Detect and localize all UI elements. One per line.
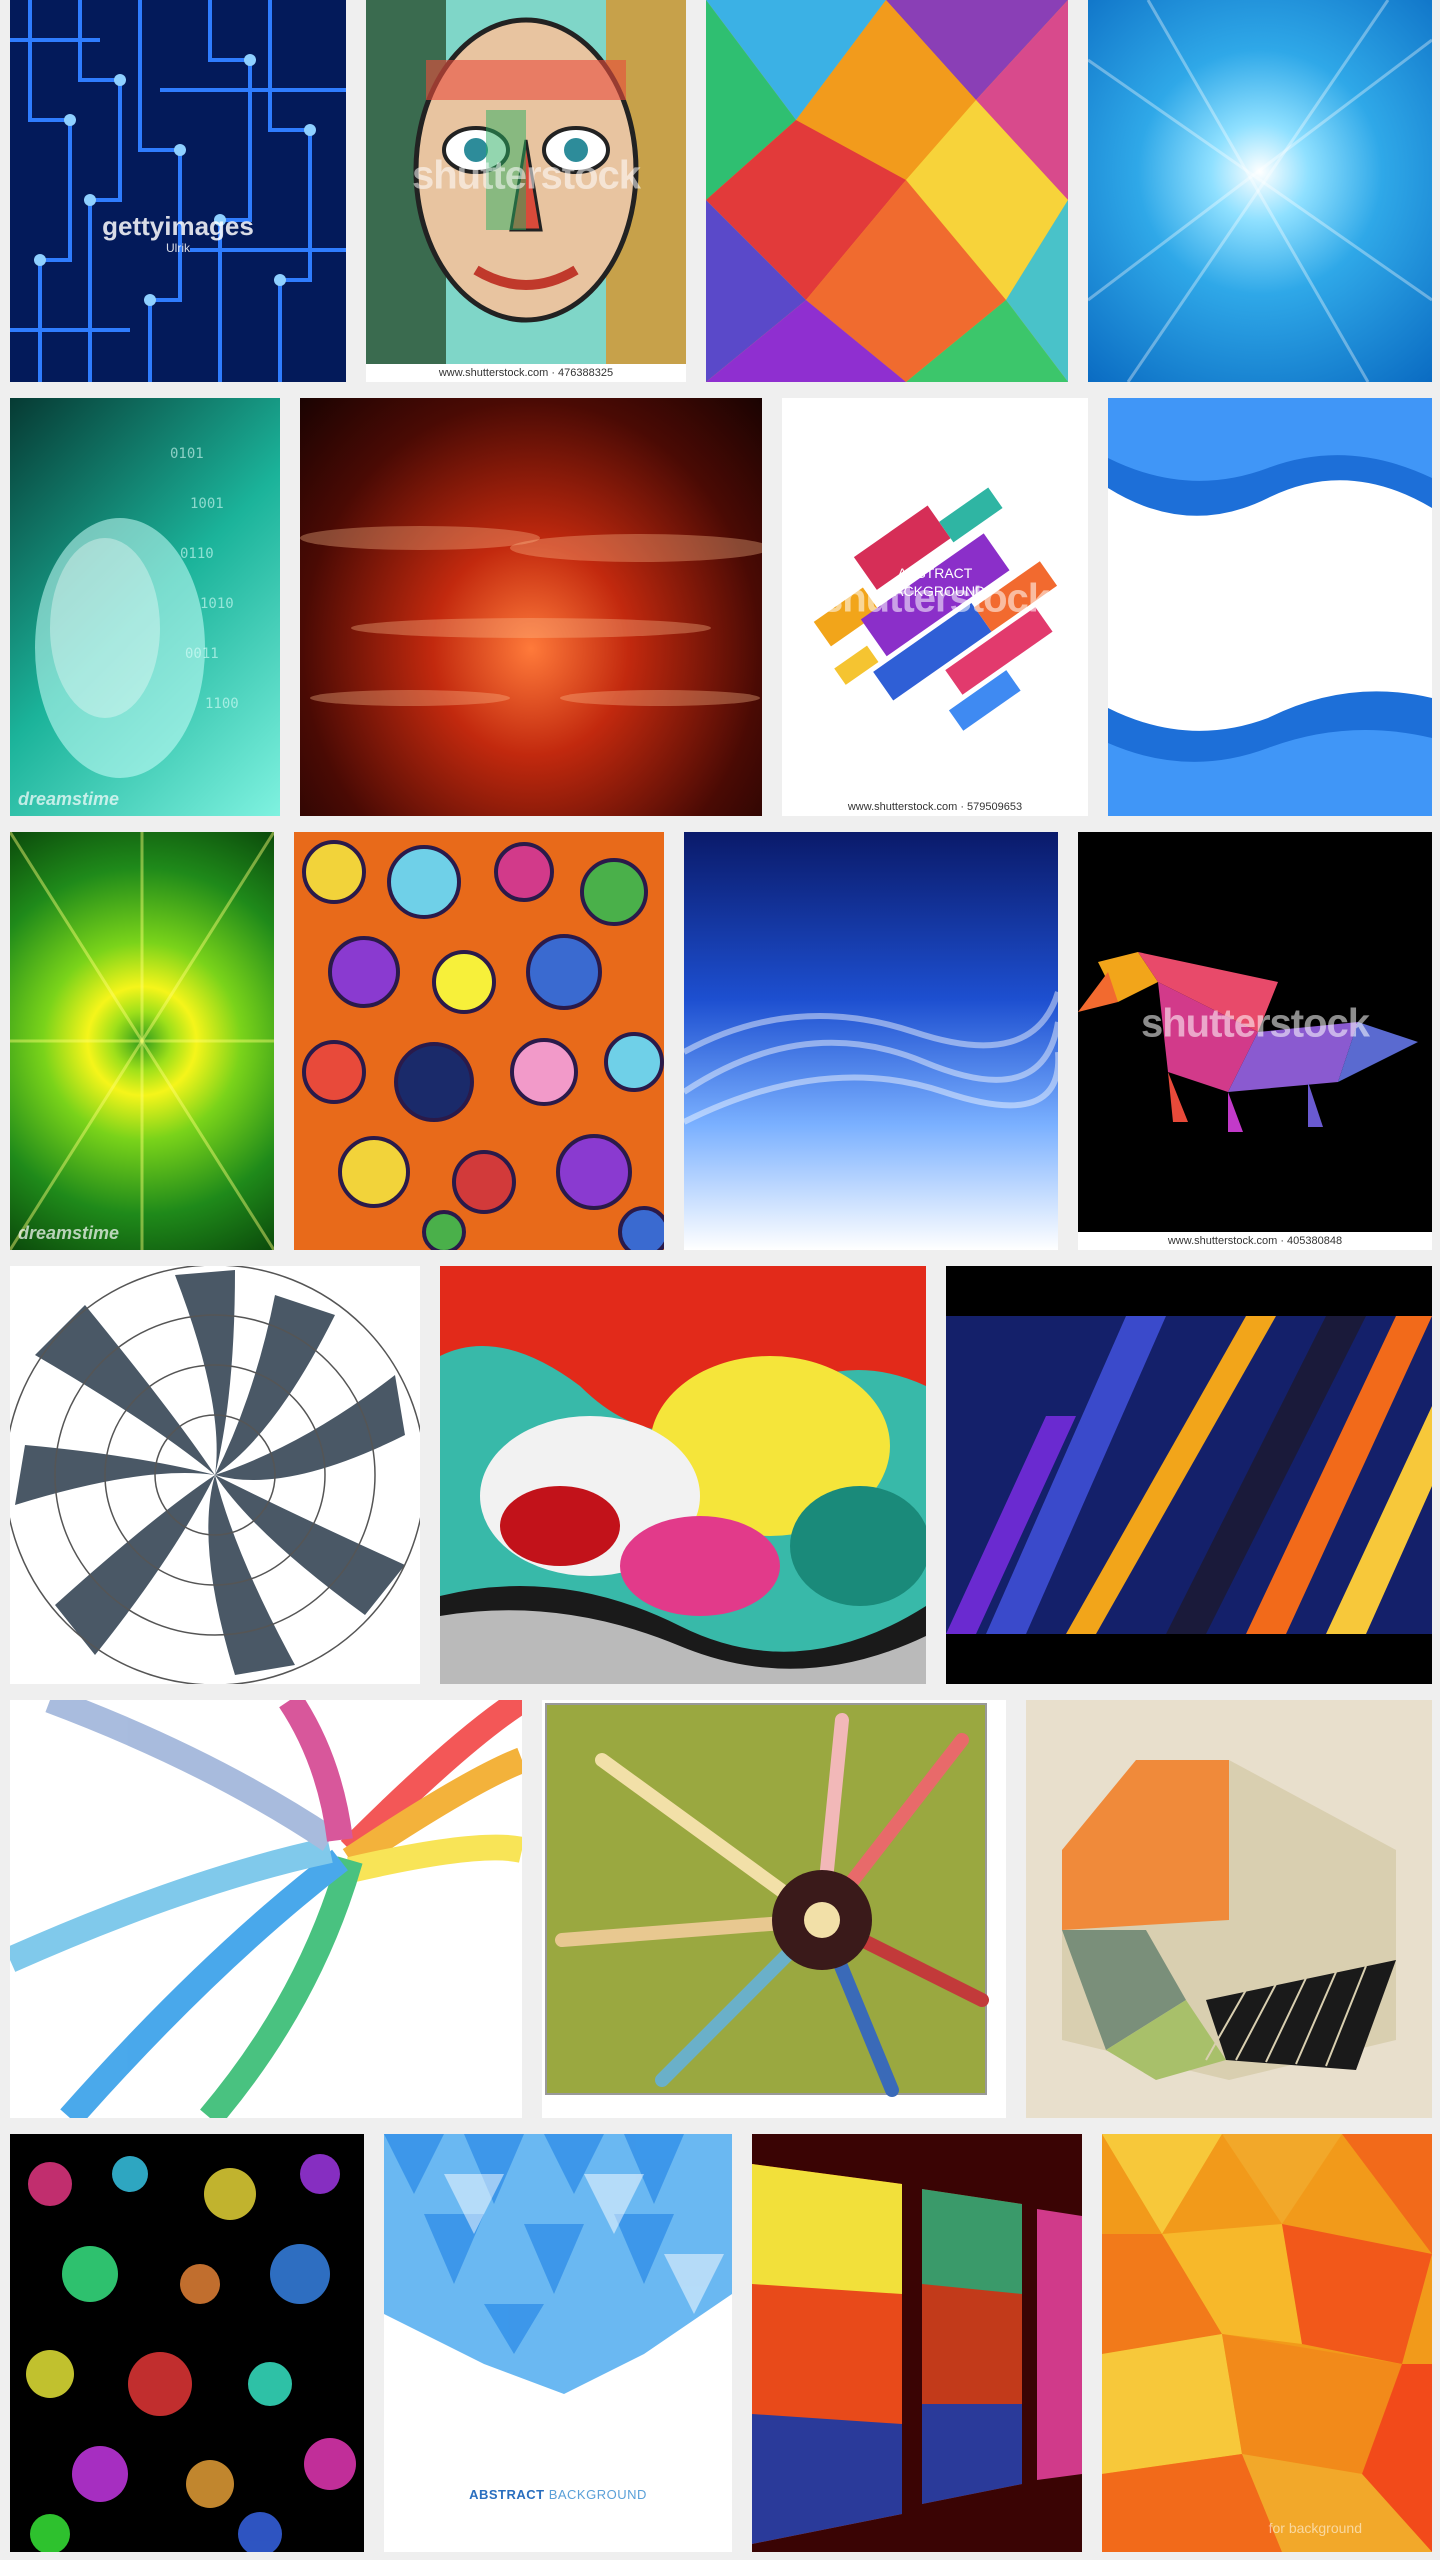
image-colorful-polygons[interactable]	[706, 0, 1068, 382]
starburst-rays	[10, 832, 274, 1250]
image-orange-polygons[interactable]: for background	[1102, 2134, 1432, 2552]
hexagon-art	[1062, 1760, 1396, 2080]
image-triptych-painting[interactable]	[752, 2134, 1082, 2552]
getty-watermark: gettyimages Ulrik	[102, 210, 254, 255]
triangles-art	[384, 2134, 732, 2394]
streaks-art	[946, 1266, 1432, 1684]
digital-head-art: 0101 1001 0110 1010 0011 1100	[35, 446, 239, 778]
stock-caption: www.shutterstock.com · 476388325	[366, 364, 686, 382]
image-blue-waves[interactable]	[1108, 398, 1432, 816]
dreamstime-watermark: dreamstime	[18, 789, 120, 809]
stock-caption: www.shutterstock.com · 579509653	[782, 798, 1088, 816]
face-art	[366, 0, 686, 364]
cubes-art	[813, 487, 1058, 731]
image-geometric-hexagon[interactable]	[1026, 1700, 1432, 2118]
rainbow-swirl-art	[10, 1700, 522, 2118]
image-checkered-spiral[interactable]	[10, 1266, 420, 1684]
motion-streaks	[300, 526, 762, 706]
image-circuit-board[interactable]: gettyimages Ulrik	[10, 0, 346, 382]
image-bokeh-circles[interactable]	[10, 2134, 364, 2552]
spiral-art	[10, 1266, 420, 1684]
waves-art	[1108, 398, 1432, 816]
image-red-motion-blur[interactable]	[300, 398, 762, 816]
fluid-paint-art	[440, 1266, 926, 1684]
triptych-art	[752, 2134, 1082, 2552]
orange-polygon-art	[1102, 2134, 1432, 2552]
image-abstract-background-cubes[interactable]: ABSTRACT BACKGROUND shutterstock www.shu…	[782, 398, 1088, 816]
image-rainbow-swirl[interactable]	[10, 1700, 522, 2118]
svg-text:0101: 0101	[170, 446, 204, 462]
image-dark-light-streaks[interactable]	[946, 1266, 1432, 1684]
fox-art	[1078, 952, 1418, 1132]
image-digital-head[interactable]: 0101 1001 0110 1010 0011 1100 dreamstime	[10, 398, 280, 816]
image-blue-triangles-abstract[interactable]: ABSTRACT BACKGROUND	[384, 2134, 732, 2552]
image-abstract-face[interactable]: shutterstock www.shutterstock.com · 4763…	[366, 0, 686, 382]
circuit-art	[10, 0, 346, 382]
polygon-art	[706, 0, 1068, 382]
wave-lines	[684, 991, 1058, 1125]
image-fluid-paint[interactable]	[440, 1266, 926, 1684]
bokeh-art	[26, 2154, 356, 2552]
canvas-art	[545, 1703, 989, 2097]
svg-text:0110: 0110	[180, 546, 214, 562]
image-blue-gradient-waves[interactable]	[684, 832, 1058, 1250]
image-canvas-flower-painting[interactable]	[542, 1700, 1006, 2118]
image-polygon-fox[interactable]: shutterstock www.shutterstock.com · 4053…	[1078, 832, 1432, 1250]
svg-text:0011: 0011	[185, 646, 219, 662]
image-green-starburst[interactable]: dreamstime	[10, 832, 274, 1250]
background-caption: for background	[1268, 2520, 1362, 2536]
svg-text:1001: 1001	[190, 496, 224, 512]
svg-text:1010: 1010	[200, 596, 234, 612]
abstract-background-label: ABSTRACT BACKGROUND	[469, 2487, 647, 2502]
svg-text:1100: 1100	[205, 696, 239, 712]
image-blue-light-abstract[interactable]	[1088, 0, 1432, 382]
stock-caption: www.shutterstock.com · 405380848	[1078, 1232, 1432, 1250]
abstract-background-title: ABSTRACT BACKGROUND	[884, 565, 986, 599]
dreamstime-watermark: dreamstime	[18, 1223, 120, 1243]
image-psychedelic-blobs[interactable]	[294, 832, 664, 1250]
blobs-art	[294, 832, 664, 1250]
light-rays	[1088, 0, 1432, 382]
